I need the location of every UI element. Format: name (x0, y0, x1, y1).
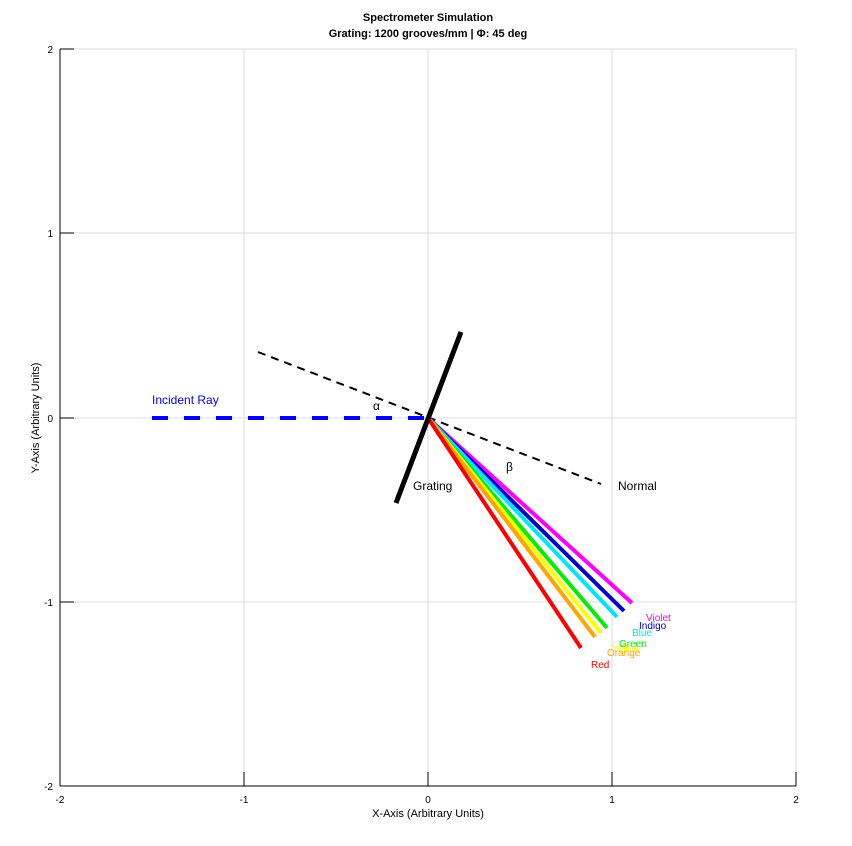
y-tick: 2 (47, 45, 53, 56)
incident-ray-label: Incident Ray (152, 393, 219, 407)
y-tick-labels: 2 1 0 -1 -2 (44, 45, 53, 793)
ray-red (426, 416, 583, 650)
ray-orange (426, 416, 597, 639)
axes (59, 48, 797, 787)
y-axis-label: Y-Axis (Arbitrary Units) (30, 363, 42, 474)
y-tick: -1 (44, 598, 53, 609)
y-tick: 0 (47, 414, 53, 425)
chart-title: Spectrometer Simulation (363, 12, 493, 24)
grating-label: Grating (413, 479, 452, 493)
y-tick: 1 (47, 229, 53, 240)
label-yellow: Yellow (612, 644, 641, 655)
label-blue: Blue (632, 628, 652, 639)
x-tick: -1 (240, 795, 249, 806)
ray-blue (426, 416, 619, 619)
x-tick: 1 (609, 795, 615, 806)
alpha-label: α (373, 399, 380, 413)
ray-labels: Violet Indigo Blue Yellow Green Orange R… (591, 613, 671, 671)
label-violet: Violet (646, 613, 671, 624)
x-tick: 2 (793, 795, 799, 806)
label-indigo: Indigo (639, 621, 667, 632)
beta-label: β (506, 460, 513, 474)
grating-line (393, 331, 464, 504)
label-orange: Orange (607, 648, 641, 659)
x-tick: -2 (56, 795, 65, 806)
chart-subtitle: Grating: 1200 grooves/mm | Φ: 45 deg (329, 28, 528, 40)
label-green: Green (619, 639, 647, 650)
y-tick: -2 (44, 782, 53, 793)
normal-label: Normal (618, 479, 657, 493)
x-tick: 0 (425, 795, 431, 806)
diffracted-rays (426, 416, 634, 650)
x-tick-labels: -2 -1 0 1 2 (56, 795, 800, 806)
x-axis-label: X-Axis (Arbitrary Units) (372, 808, 484, 820)
label-red: Red (591, 660, 609, 671)
